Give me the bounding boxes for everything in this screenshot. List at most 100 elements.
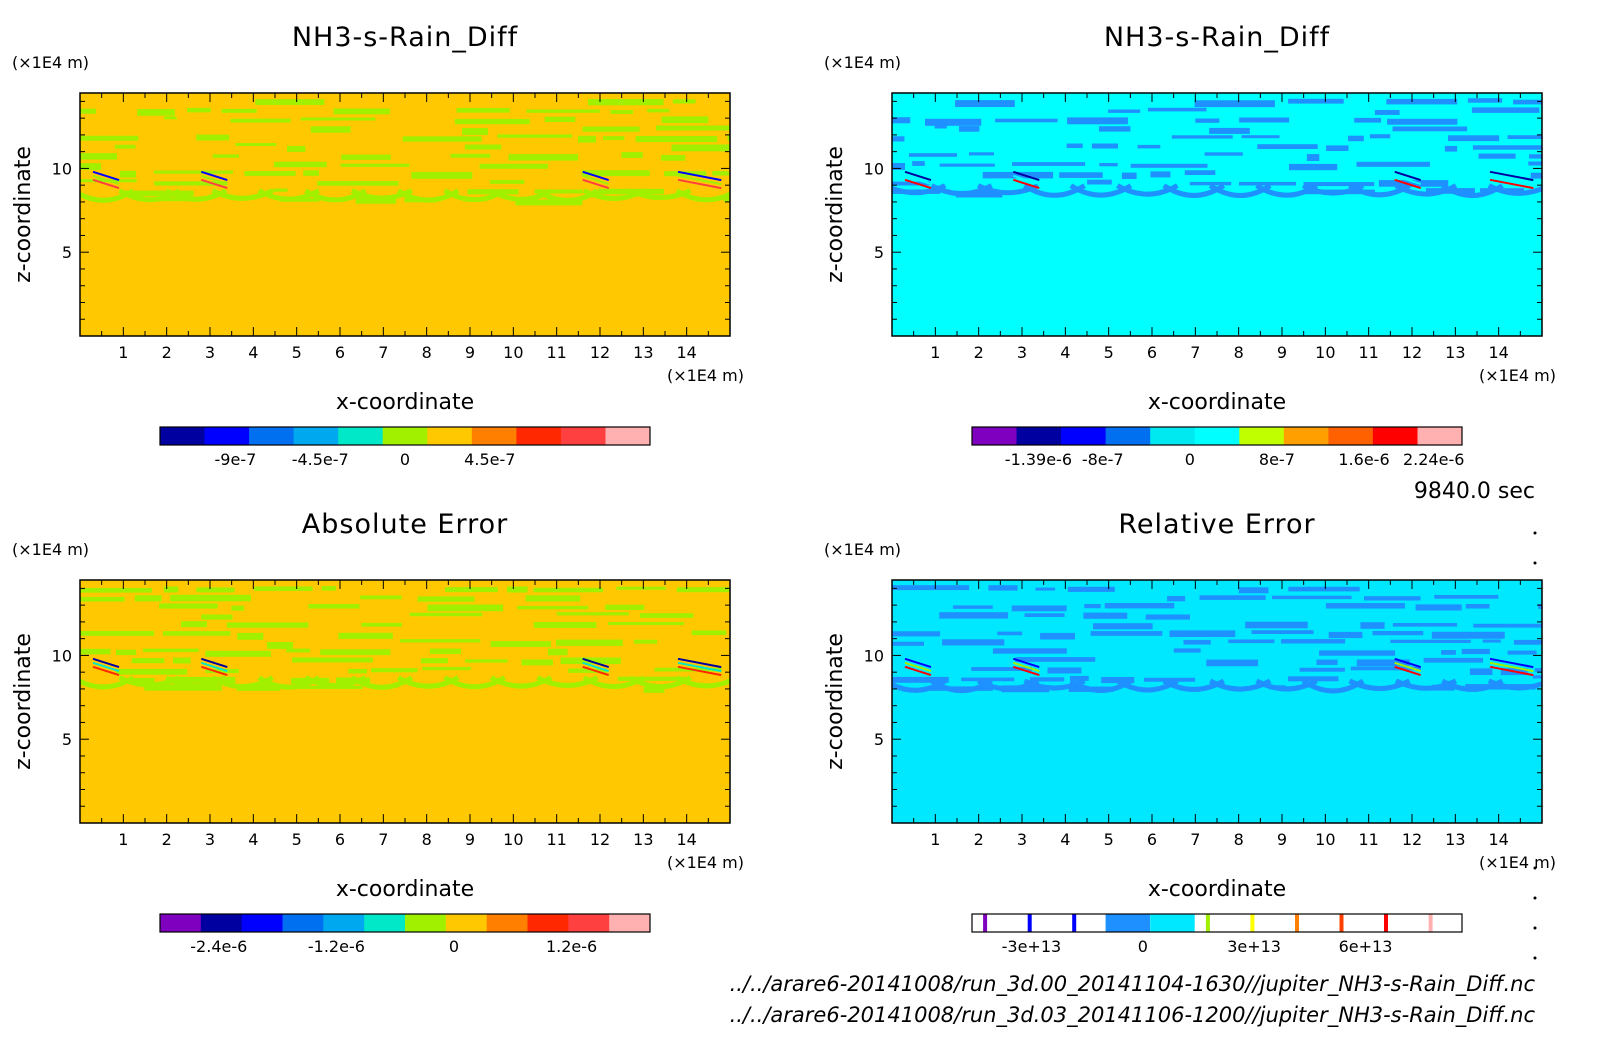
footer-line-1: ../../arare6-20141008/run_3d.00_20141104… bbox=[730, 972, 1536, 997]
chart-title: Relative Error bbox=[1118, 509, 1315, 540]
colorbar-segment bbox=[1384, 914, 1388, 932]
x-unit-label: (×1E4 m) bbox=[667, 366, 744, 385]
colorbar-segment bbox=[445, 914, 488, 932]
y-unit-label: (×1E4 m) bbox=[12, 540, 89, 559]
colorbar-segment bbox=[568, 914, 610, 932]
colorbar-tick-label: 0 bbox=[1138, 937, 1148, 956]
colorbar-tick-label: 3e+13 bbox=[1227, 937, 1281, 956]
x-tick-label: 13 bbox=[633, 343, 653, 362]
x-tick-label: 13 bbox=[633, 830, 653, 849]
x-tick-label: 14 bbox=[1488, 830, 1508, 849]
x-tick-label: 1 bbox=[930, 830, 940, 849]
colorbar-segment bbox=[1194, 427, 1240, 445]
colorbar-segment bbox=[1027, 914, 1032, 932]
x-tick-label: 1 bbox=[118, 343, 128, 362]
x-tick-label: 9 bbox=[1277, 343, 1287, 362]
colorbar-tick-label: -8e-7 bbox=[1082, 450, 1124, 469]
colorbar-segment bbox=[972, 427, 1017, 445]
y-axis-label: z-coordinate bbox=[823, 146, 848, 283]
x-tick-label: 14 bbox=[1488, 343, 1508, 362]
colorbar-segment bbox=[1205, 914, 1210, 932]
colorbar-segment bbox=[516, 427, 562, 445]
x-tick-label: 10 bbox=[503, 343, 523, 362]
colorbar-tick-label: 4.5e-7 bbox=[464, 450, 515, 469]
colorbar-tick-label: 1.2e-6 bbox=[546, 937, 597, 956]
colorbar-segment bbox=[1016, 427, 1062, 445]
x-unit-label: (×1E4 m) bbox=[1479, 853, 1556, 872]
colorbar-tick-label: 0 bbox=[400, 450, 410, 469]
colorbar-segment bbox=[1417, 427, 1463, 445]
colorbar-tick-label: 0 bbox=[449, 937, 459, 956]
time-label: 9840.0 sec bbox=[1414, 479, 1535, 504]
y-tick-label: 5 bbox=[874, 243, 884, 262]
x-tick-label: 4 bbox=[1060, 343, 1070, 362]
x-tick-label: 2 bbox=[974, 343, 984, 362]
field-pattern bbox=[80, 99, 730, 206]
x-unit-label: (×1E4 m) bbox=[1479, 366, 1556, 385]
colorbar-tick-label: -1.2e-6 bbox=[308, 937, 365, 956]
colorbar-tick-label: -9e-7 bbox=[215, 450, 257, 469]
x-tick-label: 2 bbox=[162, 830, 172, 849]
y-unit-label: (×1E4 m) bbox=[824, 53, 901, 72]
colorbar: -2.4e-6 -1.2e-6 0 1.2e-6 bbox=[159, 913, 651, 956]
field-pattern bbox=[892, 585, 1542, 694]
x-tick-label: 3 bbox=[1017, 343, 1027, 362]
x-tick-label: 7 bbox=[378, 343, 388, 362]
x-tick-label: 8 bbox=[1234, 343, 1244, 362]
y-unit-label: (×1E4 m) bbox=[824, 540, 901, 559]
x-tick-label: 8 bbox=[422, 830, 432, 849]
colorbar-tick-label: -2.4e-6 bbox=[190, 937, 247, 956]
x-axis-label: x-coordinate bbox=[336, 390, 474, 415]
footer-line-2: ../../arare6-20141008/run_3d.03_20141106… bbox=[730, 1003, 1536, 1028]
x-tick-label: 2 bbox=[162, 343, 172, 362]
chart-title: NH3-s-Rain_Diff bbox=[1104, 22, 1331, 53]
colorbar-segment bbox=[338, 427, 384, 445]
x-tick-label: 10 bbox=[503, 830, 523, 849]
x-axis-label: x-coordinate bbox=[1148, 877, 1286, 902]
field-background bbox=[892, 580, 1542, 823]
field-pattern bbox=[892, 98, 1542, 198]
field-background bbox=[80, 93, 730, 336]
colorbar-segment bbox=[293, 427, 339, 445]
x-tick-label: 7 bbox=[1190, 343, 1200, 362]
x-tick-label: 9 bbox=[1277, 830, 1287, 849]
x-tick-label: 4 bbox=[1060, 830, 1070, 849]
x-tick-label: 12 bbox=[1402, 343, 1422, 362]
colorbar-segment bbox=[160, 914, 202, 932]
colorbar-segment bbox=[1150, 427, 1196, 445]
colorbar-tick-label: 6e+13 bbox=[1339, 937, 1393, 956]
x-tick-label: 12 bbox=[590, 830, 610, 849]
colorbar-tick-label: 1.6e-6 bbox=[1338, 450, 1389, 469]
x-tick-label: 11 bbox=[1358, 830, 1378, 849]
colorbar-segment bbox=[1283, 427, 1329, 445]
x-tick-label: 11 bbox=[546, 830, 566, 849]
x-tick-label: 6 bbox=[1147, 343, 1157, 362]
colorbar-tick-label: 2.24e-6 bbox=[1403, 450, 1464, 469]
x-tick-label: 9 bbox=[465, 830, 475, 849]
colorbar-segment bbox=[1150, 914, 1195, 932]
colorbar-segment bbox=[323, 914, 365, 932]
x-tick-label: 3 bbox=[205, 830, 215, 849]
field-pattern bbox=[80, 586, 730, 693]
x-tick-label: 13 bbox=[1445, 343, 1465, 362]
y-axis-label: z-coordinate bbox=[11, 146, 36, 283]
x-tick-label: 4 bbox=[248, 830, 258, 849]
colorbar-segment bbox=[1239, 427, 1285, 445]
colorbar-segment bbox=[527, 914, 569, 932]
colorbar-segment bbox=[204, 427, 250, 445]
colorbar-segment bbox=[160, 427, 205, 445]
colorbar-tick-label: 8e-7 bbox=[1259, 450, 1295, 469]
y-tick-label: 10 bbox=[52, 646, 72, 665]
colorbar-segment bbox=[1105, 427, 1151, 445]
colorbar-segment bbox=[1250, 914, 1255, 932]
x-tick-label: 10 bbox=[1315, 830, 1335, 849]
chart-title: Absolute Error bbox=[302, 509, 508, 540]
colorbar-segment bbox=[382, 427, 428, 445]
x-tick-label: 3 bbox=[205, 343, 215, 362]
y-axis-label: z-coordinate bbox=[823, 633, 848, 770]
colorbar-segment bbox=[1372, 427, 1418, 445]
colorbar-segment bbox=[1061, 427, 1107, 445]
x-tick-label: 11 bbox=[546, 343, 566, 362]
colorbar-segment bbox=[427, 427, 473, 445]
